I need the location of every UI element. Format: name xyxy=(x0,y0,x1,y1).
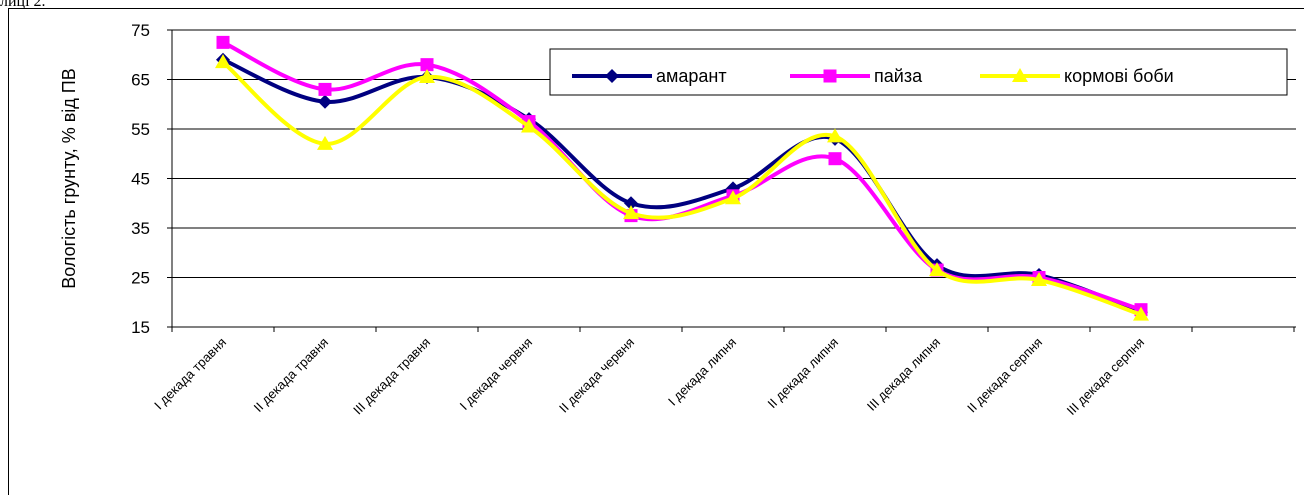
x-tick-label: II декада серпня xyxy=(964,335,1045,416)
series-line xyxy=(221,60,1142,317)
legend-swatch-marker xyxy=(823,69,837,83)
data-point xyxy=(419,69,435,84)
legend-label: амарант xyxy=(656,66,727,86)
y-tick-label: 75 xyxy=(131,21,150,40)
data-point xyxy=(828,152,842,166)
x-tick-label: II декада травня xyxy=(251,335,331,415)
data-point xyxy=(929,262,945,277)
y-tick-label: 55 xyxy=(131,120,150,139)
legend-box xyxy=(549,48,1288,96)
x-tick-labels: I декада травня II декада травня III декад… xyxy=(151,335,1147,419)
y-tick-labels: 15 25 35 45 55 65 75 xyxy=(131,21,150,337)
legend-label: пайза xyxy=(874,66,923,86)
legend: амарант пайза кормові боби xyxy=(549,48,1288,96)
y-tick-label: 65 xyxy=(131,71,150,90)
y-axis-label: Вологість грунту, % від ПВ xyxy=(59,68,79,289)
x-tick-label: I декада травня xyxy=(151,335,229,413)
legend-item: пайза xyxy=(790,66,923,86)
legend-swatch-marker xyxy=(1012,68,1028,82)
y-tick-label: 45 xyxy=(131,170,150,189)
y-tick-label: 15 xyxy=(131,318,150,337)
legend-item: кормові боби xyxy=(980,66,1174,86)
x-tick-label: I декада липня xyxy=(665,335,739,409)
data-point xyxy=(420,58,434,72)
series-line xyxy=(222,57,1142,315)
y-tick-label: 35 xyxy=(131,219,150,238)
x-tick-label: II декада липня xyxy=(764,335,841,412)
data-point xyxy=(521,118,537,133)
data-point xyxy=(1133,306,1149,321)
x-tick-label: I декада червня xyxy=(457,335,536,414)
data-point xyxy=(318,82,332,96)
data-point xyxy=(215,54,231,69)
y-tick-label: 25 xyxy=(131,269,150,288)
data-point xyxy=(623,205,639,220)
series-3 xyxy=(215,54,1149,321)
legend-swatch-marker xyxy=(605,69,619,83)
data-point xyxy=(318,94,332,109)
x-tick-label: III декада серпня xyxy=(1064,335,1148,419)
data-point xyxy=(1031,271,1047,286)
x-tick-label: III декада травня xyxy=(350,335,433,418)
legend-label: кормові боби xyxy=(1064,66,1174,86)
data-point xyxy=(624,196,638,211)
data-point xyxy=(317,135,333,150)
corner-text: лиці 2. xyxy=(0,0,46,10)
chart-frame xyxy=(8,8,1304,495)
data-point xyxy=(216,35,230,49)
x-tick-label: III декада липня xyxy=(864,335,943,414)
axes xyxy=(167,29,1296,332)
x-tick-label: II декада червня xyxy=(556,335,637,416)
data-point xyxy=(725,190,741,205)
legend-item: амарант xyxy=(572,66,727,86)
data-point xyxy=(827,128,843,143)
series-group xyxy=(215,35,1149,321)
